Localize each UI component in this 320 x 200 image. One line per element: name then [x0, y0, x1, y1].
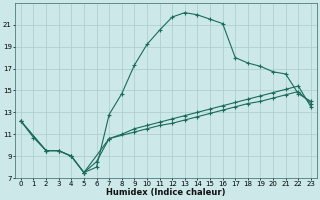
- X-axis label: Humidex (Indice chaleur): Humidex (Indice chaleur): [106, 188, 226, 197]
